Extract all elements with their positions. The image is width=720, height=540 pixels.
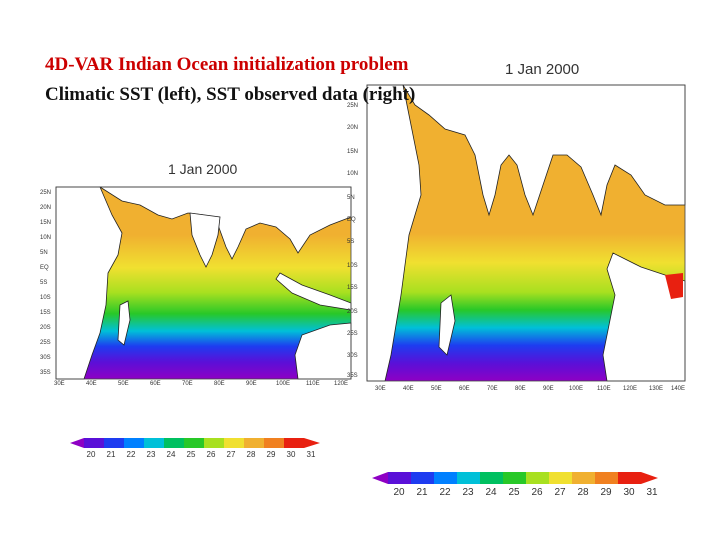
left-lat-label: 25N: [40, 190, 52, 196]
right-colorbar-tick: 22: [439, 487, 451, 498]
right-lon-label: 90E: [543, 386, 554, 392]
right-colorbar-tick: 29: [600, 487, 612, 498]
left-colorbar-tick: 29: [266, 450, 276, 459]
left-colorbar-tick: 31: [306, 450, 316, 459]
left-lat-label: 5N: [40, 250, 48, 256]
right-map-plot: [366, 84, 686, 382]
left-lat-label: 20S: [40, 325, 51, 331]
left-lat-label: 25S: [40, 340, 51, 346]
right-lon-label: 140E: [671, 386, 686, 392]
right-lon-label: 80E: [515, 386, 526, 392]
right-lat-label: 35S: [347, 373, 358, 379]
left-lat-label: 10N: [40, 235, 52, 241]
left-lon-label: 110E: [306, 381, 320, 387]
right-lat-label: EQ: [347, 217, 356, 223]
right-map-date: 1 Jan 2000: [505, 61, 580, 78]
right-lat-label: 25S: [347, 331, 358, 337]
left-colorbar-swatches: [70, 438, 320, 448]
right-lon-label: 110E: [597, 386, 611, 392]
slide-subtitle: Climatic SST (left), SST observed data (…: [45, 84, 416, 105]
right-lat-label: 5S: [347, 239, 355, 245]
right-colorbar-tick: 26: [531, 487, 543, 498]
right-lat-label: 10N: [347, 171, 359, 177]
left-colorbar: 20 21 22 23 24 25 26 27 28 29 30 31: [70, 437, 340, 463]
right-lon-label: 120E: [623, 386, 638, 392]
left-lon-label: 90E: [246, 381, 257, 387]
left-colorbar-tick: 30: [286, 450, 296, 459]
left-lon-label: 40E: [86, 381, 97, 387]
right-lat-label: 15S: [347, 285, 358, 291]
left-lat-label: EQ: [40, 265, 49, 271]
right-colorbar-tick: 21: [416, 487, 428, 498]
right-colorbar-tick: 24: [485, 487, 497, 498]
left-sst-map: 1 Jan 2000 25N: [40, 155, 360, 395]
right-lat-label: 20S: [347, 309, 358, 315]
left-lon-label: 60E: [150, 381, 161, 387]
left-map-plot: [55, 186, 352, 380]
right-colorbar-swatches: [372, 472, 658, 484]
right-lon-label: 100E: [569, 386, 584, 392]
right-lat-label: 5N: [347, 195, 355, 201]
left-map-date: 1 Jan 2000: [168, 161, 238, 177]
left-lat-label: 30S: [40, 355, 51, 361]
left-lon-label: 120E: [334, 381, 349, 387]
right-colorbar-tick: 25: [508, 487, 520, 498]
right-colorbar-tick: 30: [623, 487, 635, 498]
left-colorbar-tick: 26: [206, 450, 216, 459]
right-lon-label: 50E: [431, 386, 442, 392]
left-colorbar-tick: 27: [226, 450, 236, 459]
right-lat-label: 20N: [347, 125, 359, 131]
right-colorbar-tick: 27: [554, 487, 566, 498]
right-colorbar: 20 21 22 23 24 25 26 27 28 29 30 31: [372, 471, 672, 501]
right-colorbar-tick: 28: [577, 487, 589, 498]
left-lat-label: 15S: [40, 310, 51, 316]
left-lon-label: 80E: [214, 381, 225, 387]
left-lon-label: 50E: [118, 381, 129, 387]
left-lat-label: 10S: [40, 295, 51, 301]
left-colorbar-tick: 23: [146, 450, 156, 459]
left-lat-label: 15N: [40, 220, 52, 226]
left-lon-label: 100E: [276, 381, 291, 387]
left-colorbar-tick: 21: [106, 450, 116, 459]
right-lon-label: 60E: [459, 386, 470, 392]
left-colorbar-tick: 22: [126, 450, 136, 459]
right-sst-map: 1 Jan 2000 25N 20N 1: [345, 55, 690, 400]
right-lat-label: 10S: [347, 263, 358, 269]
left-lon-label: 30E: [54, 381, 65, 387]
left-colorbar-tick: 28: [246, 450, 256, 459]
right-lon-label: 130E: [649, 386, 664, 392]
right-lat-label: 15N: [347, 149, 359, 155]
right-colorbar-tick: 20: [393, 487, 405, 498]
left-lat-label: 20N: [40, 205, 52, 211]
right-lat-label: 25N: [347, 103, 359, 109]
right-colorbar-tick: 23: [462, 487, 474, 498]
left-lat-label: 5S: [40, 280, 48, 286]
left-lon-label: 70E: [182, 381, 193, 387]
right-lon-label: 40E: [403, 386, 414, 392]
slide-title: 4D-VAR Indian Ocean initialization probl…: [45, 54, 409, 75]
right-lat-label: 30S: [347, 353, 358, 359]
left-lat-label: 35S: [40, 370, 51, 376]
right-colorbar-tick: 31: [646, 487, 658, 498]
left-colorbar-tick: 20: [86, 450, 96, 459]
right-lon-label: 30E: [375, 386, 386, 392]
left-colorbar-tick: 25: [186, 450, 196, 459]
right-lon-label: 70E: [487, 386, 498, 392]
left-colorbar-tick: 24: [166, 450, 176, 459]
